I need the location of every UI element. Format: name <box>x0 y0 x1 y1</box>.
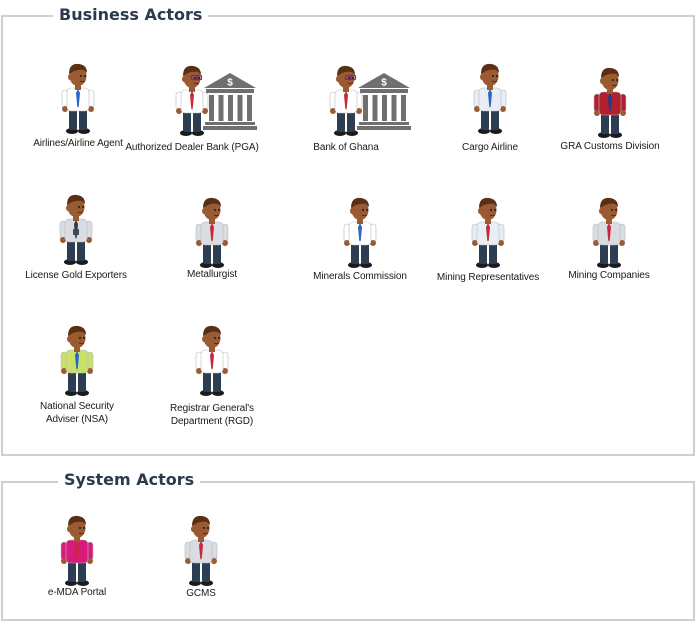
actor-label-line: Department (RGD) <box>170 416 254 427</box>
actor-label-line: Cargo Airline <box>462 142 518 153</box>
actor-gra-customs-division <box>593 66 627 138</box>
actor-label: GRA Customs Division <box>550 140 670 153</box>
actor-label: Registrar General's Department (RGD) <box>152 402 272 428</box>
actor-airlines-airline-agent <box>61 62 95 134</box>
actor-label: Minerals Commission <box>300 270 420 283</box>
bank-building-icon: $ <box>203 72 257 135</box>
actor-label: Bank of Ghana <box>291 141 401 154</box>
person-icon <box>59 194 93 265</box>
actor-label-line: Minerals Commission <box>313 271 407 282</box>
actor-label: Cargo Airline <box>435 141 545 154</box>
actor-label: Mining Representatives <box>428 271 548 284</box>
actor-label: Mining Companies <box>549 269 669 282</box>
business-actors-title: Business Actors <box>53 5 209 25</box>
actor-cargo-airline <box>473 62 507 134</box>
actor-label: License Gold Exporters <box>16 269 136 282</box>
person-icon <box>343 197 377 268</box>
person-icon <box>473 63 507 134</box>
actor-label-line: Bank of Ghana <box>313 142 379 153</box>
actor-label-line: Mining Companies <box>568 270 650 281</box>
actor-gcms <box>184 514 218 586</box>
actor-label-line: GRA Customs Division <box>560 141 660 152</box>
person-icon <box>195 325 229 396</box>
actor-label: e-MDA Portal <box>27 586 127 599</box>
actor-label-line: National Security <box>40 401 114 412</box>
actor-minerals-commission <box>343 196 377 268</box>
actor-metallurgist <box>195 196 229 268</box>
person-icon <box>329 65 363 136</box>
person-icon <box>184 515 218 586</box>
actor-label: Authorized Dealer Bank (PGA) <box>117 141 267 154</box>
bank-building-icon: $ <box>357 72 411 135</box>
person-icon <box>471 197 505 268</box>
actor-label: Airlines/Airline Agent <box>23 137 133 150</box>
dollar-sign-label: $ <box>381 78 387 89</box>
actor-label-line: e-MDA Portal <box>47 587 107 598</box>
actor-label-line: GCMS <box>186 588 216 599</box>
actor-e-mda-portal <box>60 514 94 586</box>
actor-license-gold-exporters <box>59 193 93 265</box>
person-icon <box>593 67 627 138</box>
system-actors-title: System Actors <box>58 470 201 490</box>
person-icon <box>61 63 95 134</box>
actor-bank-of-ghana <box>329 64 363 136</box>
actor-label: Metallurgist <box>162 268 262 281</box>
actor-authorized-dealer-bank-pga <box>175 64 209 136</box>
actor-label-line: Registrar General's <box>170 403 254 414</box>
actor-national-security-adviser-nsa <box>60 324 94 396</box>
person-icon <box>592 197 626 268</box>
dollar-sign-label: $ <box>227 78 233 89</box>
person-icon <box>175 65 209 136</box>
person-icon <box>195 197 229 268</box>
person-icon <box>60 515 94 586</box>
actor-label-line: Mining Representatives <box>436 272 540 283</box>
system-actors-panel <box>1 481 695 621</box>
actor-label: GCMS <box>151 587 251 600</box>
actor-mining-companies <box>592 196 626 268</box>
actor-label-line: Adviser (NSA) <box>45 414 109 425</box>
person-icon <box>60 325 94 396</box>
actor-label-line: Authorized Dealer Bank (PGA) <box>125 142 259 153</box>
actor-label-line: Airlines/Airline Agent <box>33 138 123 149</box>
actor-label: National Security Adviser (NSA) <box>17 400 137 426</box>
actor-mining-representatives <box>471 196 505 268</box>
actor-registrar-general-s-department-rgd <box>195 324 229 396</box>
actor-label-line: Metallurgist <box>187 269 237 280</box>
actor-label-line: License Gold Exporters <box>25 270 127 281</box>
